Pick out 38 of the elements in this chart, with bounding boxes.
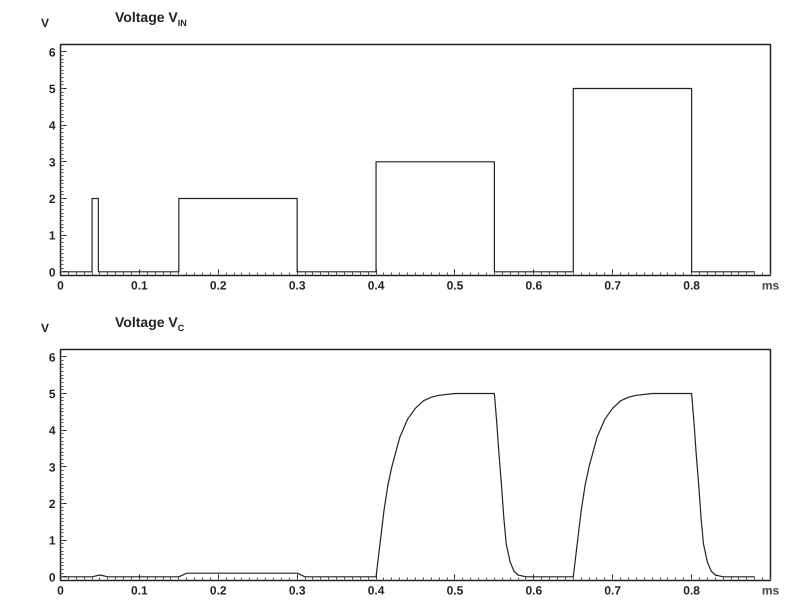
y-tick-label: 4 bbox=[48, 118, 56, 133]
x-tick-label: 0.7 bbox=[604, 278, 622, 292]
y-tick-label: 4 bbox=[48, 424, 56, 438]
y-tick-label: 5 bbox=[48, 82, 56, 96]
x-tick-label: 0.8 bbox=[683, 584, 700, 598]
x-tick-label: 0.2 bbox=[210, 584, 227, 598]
x-tick-label: 0.5 bbox=[446, 584, 464, 598]
x-tick-label: 0.6 bbox=[525, 278, 542, 292]
y-tick-label: 2 bbox=[48, 192, 56, 206]
x-tick-label: 0.8 bbox=[683, 278, 700, 292]
chart-title: Voltage V$_{C}$ bbox=[115, 313, 184, 335]
y-tick-label: 6 bbox=[48, 45, 56, 60]
x-tick-label: 0.6 bbox=[525, 584, 542, 598]
x-tick-label: 0 bbox=[57, 278, 64, 292]
x-tick-label: 0.7 bbox=[604, 584, 622, 598]
x-tick-label: 0.1 bbox=[131, 278, 148, 292]
x-axis-title: ms bbox=[762, 278, 780, 292]
y-axis-title: V bbox=[41, 15, 50, 32]
x-tick-label: 0.5 bbox=[446, 278, 464, 292]
x-tick-label: 0.3 bbox=[288, 584, 306, 598]
y-tick-label: 5 bbox=[48, 387, 56, 401]
y-tick-label: 6 bbox=[48, 350, 56, 364]
y-tick-label: 0 bbox=[48, 570, 56, 584]
y-tick-label: 1 bbox=[48, 228, 56, 243]
y-tick-label: 2 bbox=[48, 497, 56, 511]
x-tick-label: 0 bbox=[57, 584, 64, 598]
chart-title: Voltage V$_{IN}$ bbox=[115, 8, 187, 30]
x-tick-label: 0.4 bbox=[368, 584, 385, 598]
y-tick-label: 3 bbox=[48, 155, 56, 170]
x-axis-title: ms bbox=[762, 584, 780, 598]
x-tick-label: 0.4 bbox=[368, 278, 385, 292]
y-tick-label: 1 bbox=[48, 534, 56, 548]
y-tick-label: 3 bbox=[48, 460, 56, 474]
y-axis-title: V bbox=[41, 320, 50, 337]
x-tick-label: 0.3 bbox=[288, 278, 306, 292]
x-tick-label: 0.2 bbox=[210, 278, 227, 292]
y-tick-label: 0 bbox=[48, 265, 56, 280]
x-tick-label: 0.1 bbox=[131, 584, 148, 598]
